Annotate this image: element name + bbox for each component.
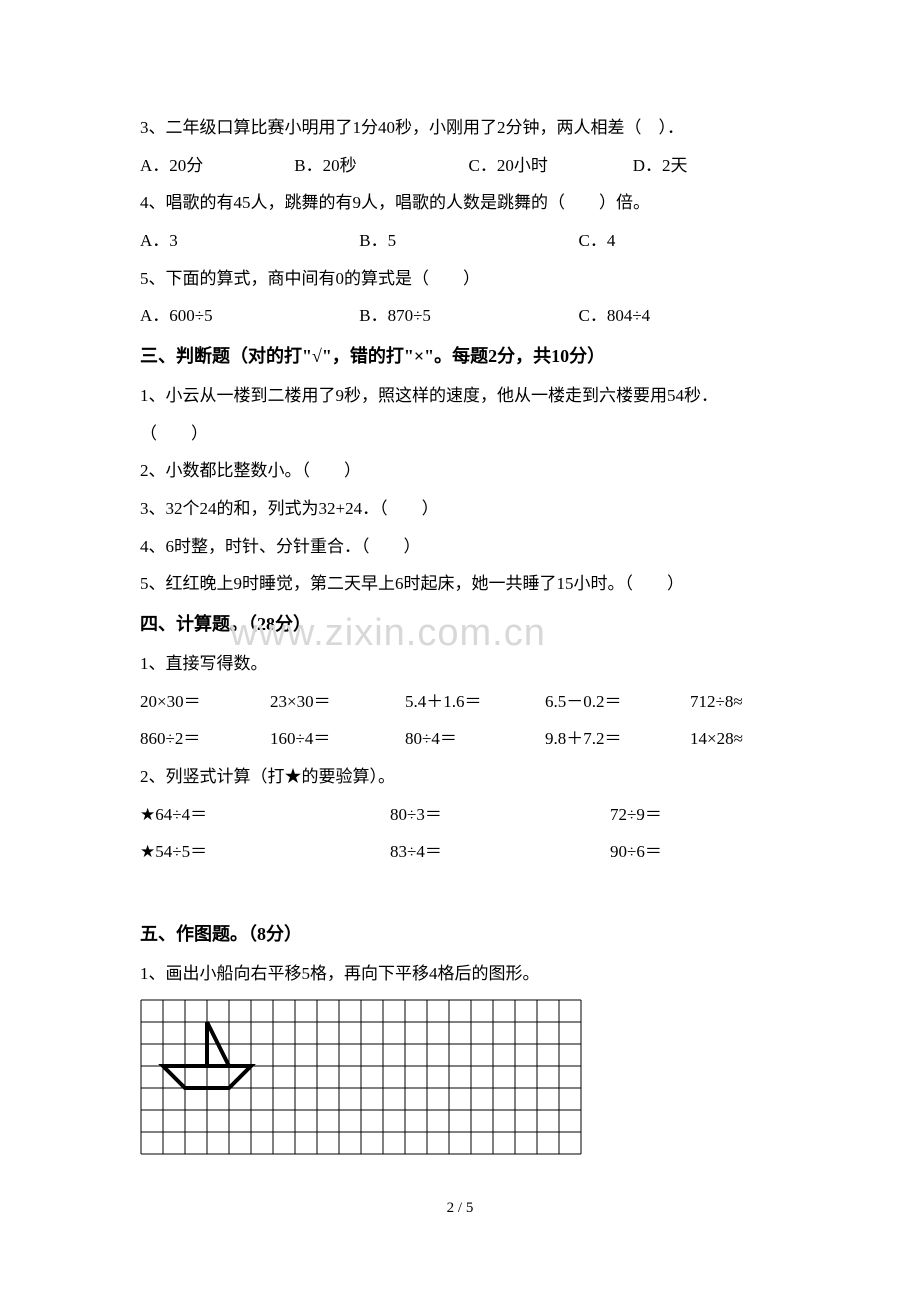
q4-option-c: C．4	[579, 223, 616, 259]
vert-row-1: ★64÷4＝ 80÷3＝ 72÷9＝	[140, 797, 780, 833]
question-5-text: 5、下面的算式，商中间有0的算式是（ ）	[140, 261, 780, 297]
question-3-text: 3、二年级口算比赛小明用了1分40秒，小刚用了2分钟，两人相差（ ）．	[140, 110, 780, 146]
vert-r1-c2: 80÷3＝	[390, 797, 610, 833]
calc-sub1: 1、直接写得数。	[140, 646, 780, 682]
boat-grid-svg	[140, 999, 582, 1155]
q4-option-a: A．3	[140, 223, 355, 259]
q3-option-a: A．20分	[140, 148, 290, 184]
page-number: 2 / 5	[447, 1200, 474, 1217]
calc-r1-c2: 23×30＝	[270, 684, 405, 720]
question-3-options: A．20分 B．20秒 C．20小时 D．2天	[140, 148, 780, 184]
judge-4: 4、6时整，时针、分针重合．（ ）	[140, 529, 780, 565]
section-3-header: 三、判断题（对的打"√"，错的打"×"。每题2分，共10分）	[140, 338, 780, 376]
q5-option-c: C．804÷4	[579, 298, 651, 334]
q5-option-b: B．870÷5	[359, 298, 574, 334]
vert-row-2: ★54÷5＝ 83÷4＝ 90÷6＝	[140, 834, 780, 870]
grid-figure	[140, 999, 780, 1155]
calc-row-1: 20×30＝ 23×30＝ 5.4＋1.6＝ 6.5－0.2＝ 712÷8≈	[140, 684, 780, 720]
judge-1a: 1、小云从一楼到二楼用了9秒，照这样的速度，他从一楼走到六楼要用54秒．	[140, 378, 780, 414]
draw-sub1: 1、画出小船向右平移5格，再向下平移4格后的图形。	[140, 956, 780, 992]
q3-option-d: D．2天	[633, 148, 688, 184]
calc-row-2: 860÷2＝ 160÷4＝ 80÷4＝ 9.8＋7.2＝ 14×28≈	[140, 721, 780, 757]
vert-r2-c3: 90÷6＝	[610, 834, 662, 870]
calc-r1-c5: 712÷8≈	[690, 684, 743, 720]
section-4-header: 四、计算题。（28分）	[140, 606, 780, 644]
question-4-options: A．3 B．5 C．4	[140, 223, 780, 259]
calc-r2-c1: 860÷2＝	[140, 721, 270, 757]
q5-option-a: A．600÷5	[140, 298, 355, 334]
vert-r2-c1: ★54÷5＝	[140, 834, 390, 870]
q4-option-b: B．5	[359, 223, 574, 259]
question-4-text: 4、唱歌的有45人，跳舞的有9人，唱歌的人数是跳舞的（ ）倍。	[140, 185, 780, 221]
calc-r2-c5: 14×28≈	[690, 721, 743, 757]
q3-option-c: C．20小时	[469, 148, 629, 184]
q3-option-b: B．20秒	[294, 148, 464, 184]
judge-1b: （ ）	[140, 416, 780, 452]
judge-3: 3、32个24的和，列式为32+24．（ ）	[140, 491, 780, 527]
calc-r1-c4: 6.5－0.2＝	[545, 684, 690, 720]
calc-r2-c3: 80÷4＝	[405, 721, 545, 757]
section-5-header: 五、作图题。（8分）	[140, 916, 780, 954]
calc-r2-c2: 160÷4＝	[270, 721, 405, 757]
calc-r2-c4: 9.8＋7.2＝	[545, 721, 690, 757]
document-content: 3、二年级口算比赛小明用了1分40秒，小刚用了2分钟，两人相差（ ）． A．20…	[140, 110, 780, 1155]
question-5-options: A．600÷5 B．870÷5 C．804÷4	[140, 298, 780, 334]
vert-r2-c2: 83÷4＝	[390, 834, 610, 870]
calc-sub2: 2、列竖式计算（打★的要验算）。	[140, 759, 780, 795]
calc-r1-c1: 20×30＝	[140, 684, 270, 720]
vert-r1-c1: ★64÷4＝	[140, 797, 390, 833]
judge-2: 2、小数都比整数小。（ ）	[140, 453, 780, 489]
vert-r1-c3: 72÷9＝	[610, 797, 662, 833]
judge-5: 5、红红晚上9时睡觉，第二天早上6时起床，她一共睡了15小时。（ ）	[140, 566, 780, 602]
calc-r1-c3: 5.4＋1.6＝	[405, 684, 545, 720]
